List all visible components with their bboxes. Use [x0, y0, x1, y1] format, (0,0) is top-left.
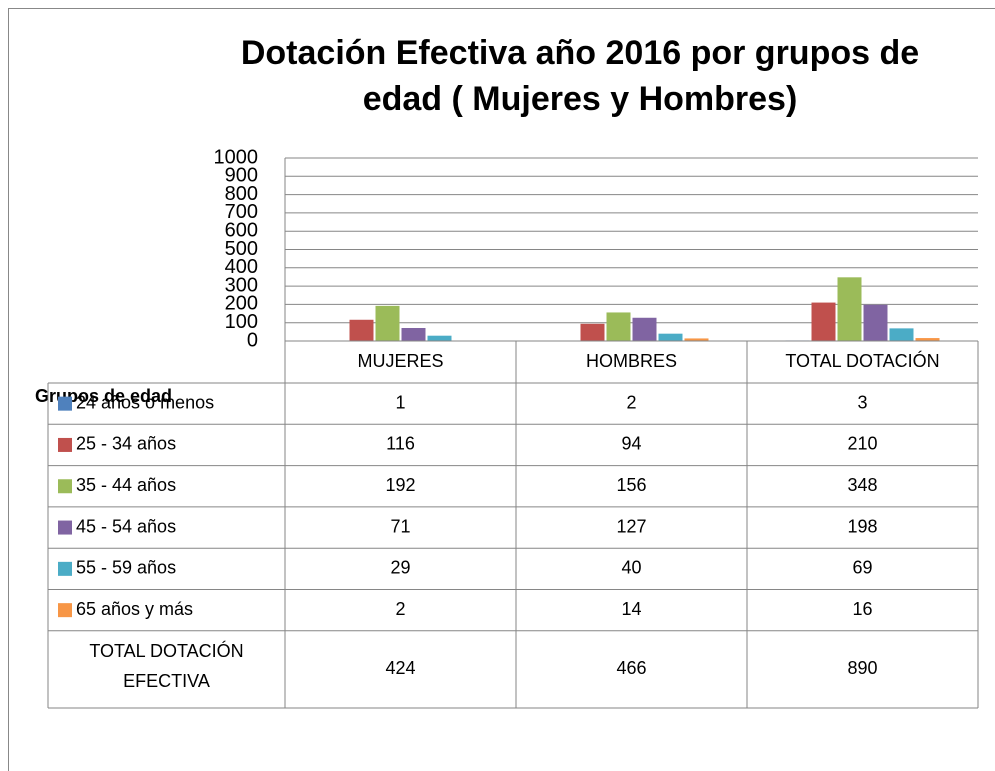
y-tick-label: 1000	[214, 146, 259, 168]
legend-label: 25 - 34 años	[76, 434, 176, 454]
table-value: 16	[852, 599, 872, 619]
x-tick-label: TOTAL DOTACIÓN	[785, 350, 939, 371]
y-tick-label: 600	[225, 219, 258, 241]
legend-key	[58, 603, 72, 618]
bar	[349, 319, 374, 341]
x-tick-label: MUJERES	[357, 351, 443, 371]
chart-frame	[8, 8, 995, 771]
table-value: 127	[616, 516, 646, 536]
table-value: 69	[852, 558, 872, 578]
bar	[863, 304, 888, 341]
table-total: 424	[385, 658, 415, 678]
bar	[811, 302, 836, 341]
bar	[632, 317, 657, 341]
table-value: 192	[385, 475, 415, 495]
y-tick-label: 0	[247, 329, 258, 351]
legend-key	[58, 396, 72, 411]
bar	[401, 328, 426, 341]
table-value: 2	[626, 392, 636, 412]
bar	[684, 338, 709, 341]
legend-label: 55 - 59 años	[76, 558, 176, 578]
bar	[837, 277, 862, 341]
table-total: 466	[616, 658, 646, 678]
x-tick-label: HOMBRES	[586, 351, 677, 371]
legend-key	[58, 520, 72, 535]
legend-key	[58, 561, 72, 576]
table-value: 29	[390, 558, 410, 578]
y-tick-label: 200	[225, 293, 258, 315]
table-total: 890	[847, 658, 877, 678]
table-value: 14	[621, 599, 641, 619]
table-value: 40	[621, 558, 641, 578]
table-value: 71	[390, 516, 410, 536]
y-tick-label: 400	[225, 256, 258, 278]
chart-title: Dotación Efectiva año 2016 por grupos de…	[240, 34, 920, 118]
legend-key	[58, 437, 72, 452]
y-tick-label: 100	[225, 311, 258, 333]
y-tick-label: 500	[225, 238, 258, 260]
bar	[889, 328, 914, 341]
legend-key	[58, 479, 72, 494]
table-value: 156	[616, 475, 646, 495]
bar	[580, 323, 605, 341]
table-value: 94	[621, 434, 641, 454]
table-value: 198	[847, 516, 877, 536]
legend-label: 24 años o menos	[76, 392, 214, 412]
legend-label: 45 - 54 años	[76, 516, 176, 536]
y-tick-label: 800	[225, 183, 258, 205]
totals-label: TOTAL DOTACIÓN EFECTIVA	[89, 641, 244, 691]
legend-label: 35 - 44 años	[76, 475, 176, 495]
bar	[915, 338, 940, 341]
table-value: 210	[847, 434, 877, 454]
y-tick-label: 300	[225, 274, 258, 296]
bar	[606, 312, 631, 341]
y-tick-label: 700	[225, 201, 258, 223]
bar	[658, 333, 683, 341]
table-value: 3	[857, 392, 867, 412]
table-value: 116	[386, 434, 415, 454]
table-value: 2	[395, 599, 405, 619]
bar	[375, 305, 400, 341]
table-value: 1	[395, 392, 405, 412]
y-tick-label: 900	[225, 165, 258, 187]
table-value: 348	[847, 475, 877, 495]
legend-label: 65 años y más	[76, 599, 193, 619]
bar	[427, 335, 452, 341]
